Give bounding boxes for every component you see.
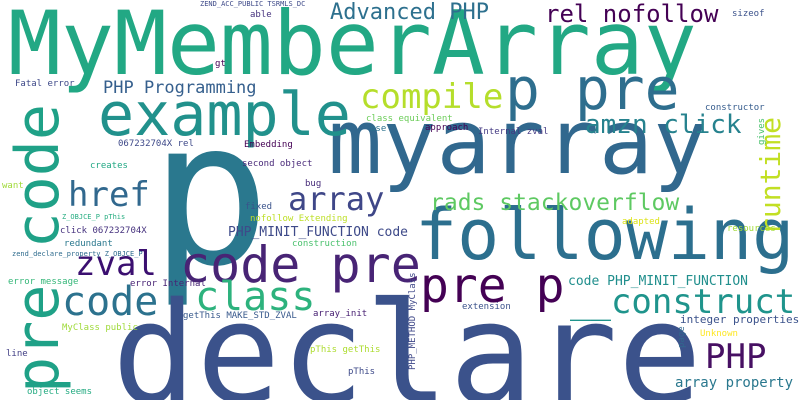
cloud-word: Embedding (244, 141, 293, 150)
cloud-word: ZEND_ACC_PUBLIC TSRMLS_DC (200, 1, 305, 8)
cloud-word: pThis (348, 368, 375, 377)
cloud-word: Fatal error (15, 80, 75, 89)
cloud-word: adapted (622, 218, 660, 227)
cloud-word: second object (242, 160, 312, 169)
cloud-word: use (370, 125, 386, 134)
cloud-word: able (250, 11, 272, 20)
cloud-word: nofollow Extending (250, 215, 348, 224)
cloud-word: pThis getThis (310, 346, 380, 355)
cloud-word: want (2, 182, 24, 191)
cloud-word: PHP_METHOD MyClass (409, 272, 418, 370)
cloud-word: error Internal (130, 280, 206, 289)
cloud-word: array_init (313, 310, 367, 319)
cloud-word: Z_OBJCE_P pThis (62, 214, 125, 221)
cloud-word: MyClass public (62, 324, 138, 333)
cloud-word: Unknown (700, 330, 738, 339)
cloud-word: click 067232704X (60, 227, 147, 236)
cloud-word: PHP_MINIT_FUNCTION code (228, 226, 408, 239)
cloud-word: PHP (705, 340, 766, 374)
cloud-word: redundant (64, 240, 113, 249)
cloud-word: integer properties (680, 314, 799, 325)
cloud-word: object seems (27, 388, 92, 397)
cloud-word: error message (8, 278, 78, 287)
cloud-word: code PHP_MINIT_FUNCTION (568, 275, 748, 288)
cloud-word: getThis MAKE_STD_ZVAL (183, 312, 297, 321)
cloud-word: resources (727, 225, 776, 234)
cloud-word: sizeof (732, 10, 765, 19)
cloud-word: href (68, 178, 150, 212)
cloud-word: array (288, 183, 384, 215)
cloud-word: Advanced PHP (330, 2, 489, 24)
cloud-word: rads stackoverflow (430, 192, 679, 215)
cloud-word: page (678, 326, 687, 348)
cloud-word: constructor (705, 104, 765, 113)
cloud-word: gt (215, 60, 226, 69)
cloud-word: creates (90, 162, 128, 171)
cloud-word: rel nofollow (545, 2, 718, 26)
cloud-word: fixed (245, 203, 272, 212)
cloud-word: construction (292, 240, 357, 249)
cloud-word: zend_declare_property Z_OBJCE_P (12, 251, 143, 258)
cloud-word: PHP Programming (103, 80, 257, 97)
cloud-word: compile (360, 80, 503, 114)
cloud-word: amzn click (585, 112, 742, 138)
cloud-word: array property (675, 376, 793, 390)
cloud-word: approach (425, 124, 468, 133)
cloud-word: gives (758, 118, 767, 145)
cloud-word: Internal zval (478, 128, 548, 137)
cloud-word: bug (305, 180, 321, 189)
cloud-word: 067232704X rel (118, 140, 194, 149)
cloud-word: line (6, 350, 28, 359)
cloud-word: extension (462, 303, 511, 312)
